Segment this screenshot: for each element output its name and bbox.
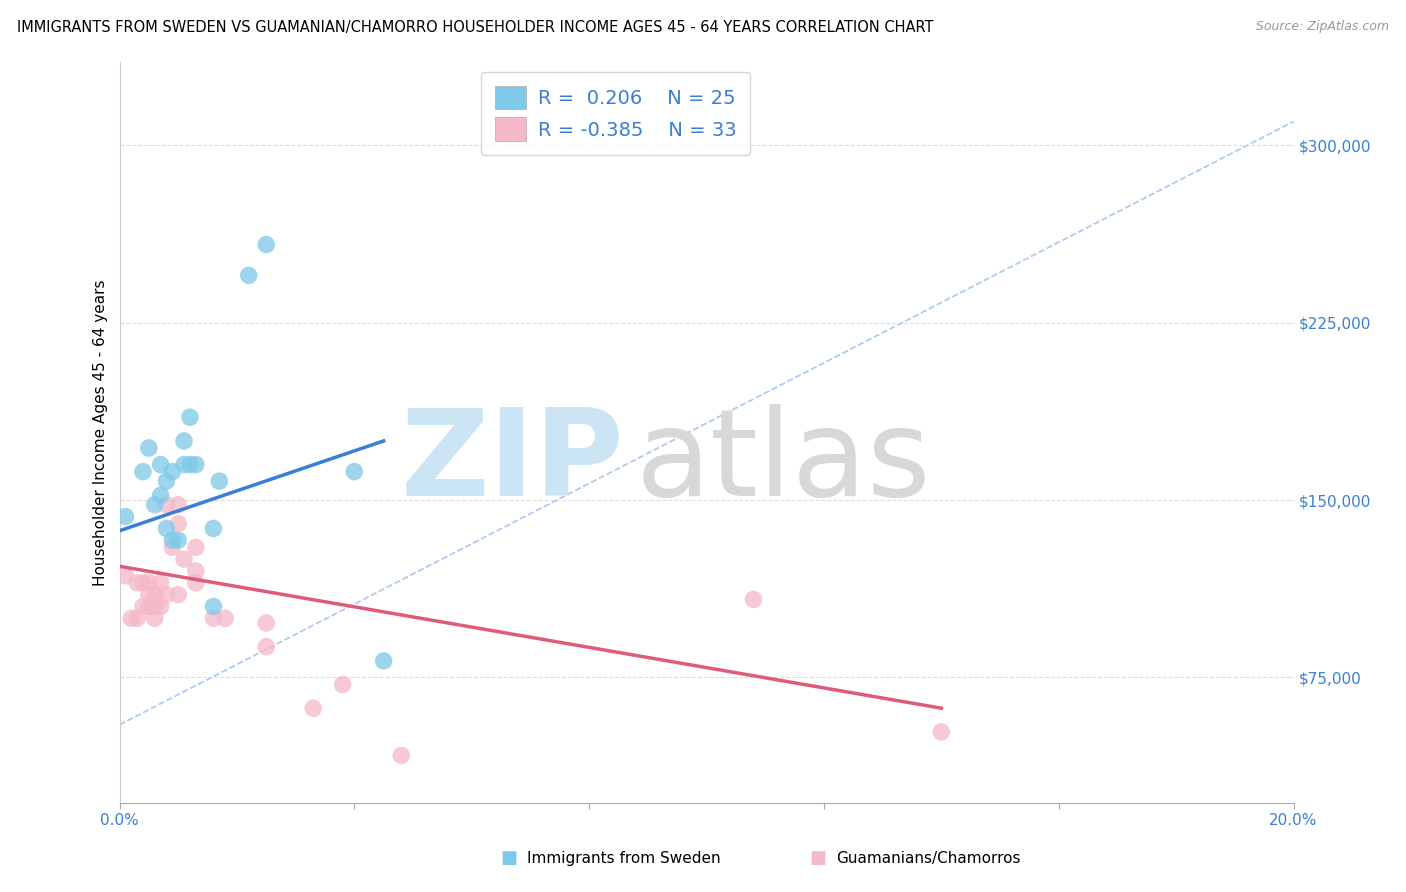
Point (202, 611, 225, 625)
Point (138, 575, 160, 590)
Point (184, 541, 207, 555)
Point (114, 568, 136, 582)
Point (214, 611, 236, 625)
Point (143, 611, 166, 625)
Point (179, 458, 201, 472)
Point (149, 599, 172, 614)
Point (155, 474, 177, 488)
Point (184, 458, 207, 472)
Point (149, 458, 172, 472)
Point (332, 677, 354, 691)
Point (184, 575, 207, 590)
Point (167, 588, 190, 602)
Point (162, 533, 184, 548)
Point (238, 268, 260, 283)
Point (127, 611, 149, 625)
Text: Guamanians/Chamorros: Guamanians/Chamorros (837, 851, 1021, 865)
Point (143, 599, 166, 614)
Point (167, 498, 190, 512)
Point (132, 599, 155, 614)
Y-axis label: Householder Income Ages 45 - 64 years: Householder Income Ages 45 - 64 years (93, 279, 108, 586)
Point (149, 488, 172, 502)
Legend: R =  0.206    N = 25, R = -0.385    N = 33: R = 0.206 N = 25, R = -0.385 N = 33 (481, 72, 749, 154)
Point (167, 516, 190, 531)
Point (167, 533, 190, 548)
Text: ■: ■ (501, 849, 517, 867)
Point (149, 575, 172, 590)
Point (173, 458, 195, 472)
Point (184, 564, 207, 578)
Point (254, 615, 277, 630)
Point (173, 552, 195, 566)
Text: atlas: atlas (636, 404, 932, 521)
Point (132, 465, 155, 479)
Point (138, 441, 160, 455)
Text: ZIP: ZIP (401, 404, 624, 521)
Point (343, 465, 366, 479)
Point (179, 410, 201, 425)
Point (155, 498, 177, 512)
Point (143, 498, 166, 512)
Point (389, 748, 412, 763)
Point (208, 474, 231, 488)
Point (127, 575, 149, 590)
Point (162, 465, 184, 479)
Point (202, 521, 225, 535)
Text: Immigrants from Sweden: Immigrants from Sweden (527, 851, 721, 865)
Point (114, 509, 136, 524)
Point (173, 434, 195, 448)
Point (155, 588, 177, 602)
Point (373, 654, 395, 668)
Text: IMMIGRANTS FROM SWEDEN VS GUAMANIAN/CHAMORRO HOUSEHOLDER INCOME AGES 45 - 64 YEA: IMMIGRANTS FROM SWEDEN VS GUAMANIAN/CHAM… (17, 20, 934, 35)
Point (254, 237, 277, 252)
Point (162, 541, 184, 555)
Point (254, 640, 277, 654)
Text: ■: ■ (810, 849, 827, 867)
Point (202, 599, 225, 614)
Point (132, 575, 155, 590)
Point (138, 599, 160, 614)
Point (120, 611, 142, 625)
Point (138, 588, 160, 602)
Point (143, 588, 166, 602)
Point (742, 592, 765, 607)
Point (155, 521, 177, 535)
Point (302, 701, 325, 715)
Point (931, 724, 953, 739)
Text: Source: ZipAtlas.com: Source: ZipAtlas.com (1256, 20, 1389, 33)
